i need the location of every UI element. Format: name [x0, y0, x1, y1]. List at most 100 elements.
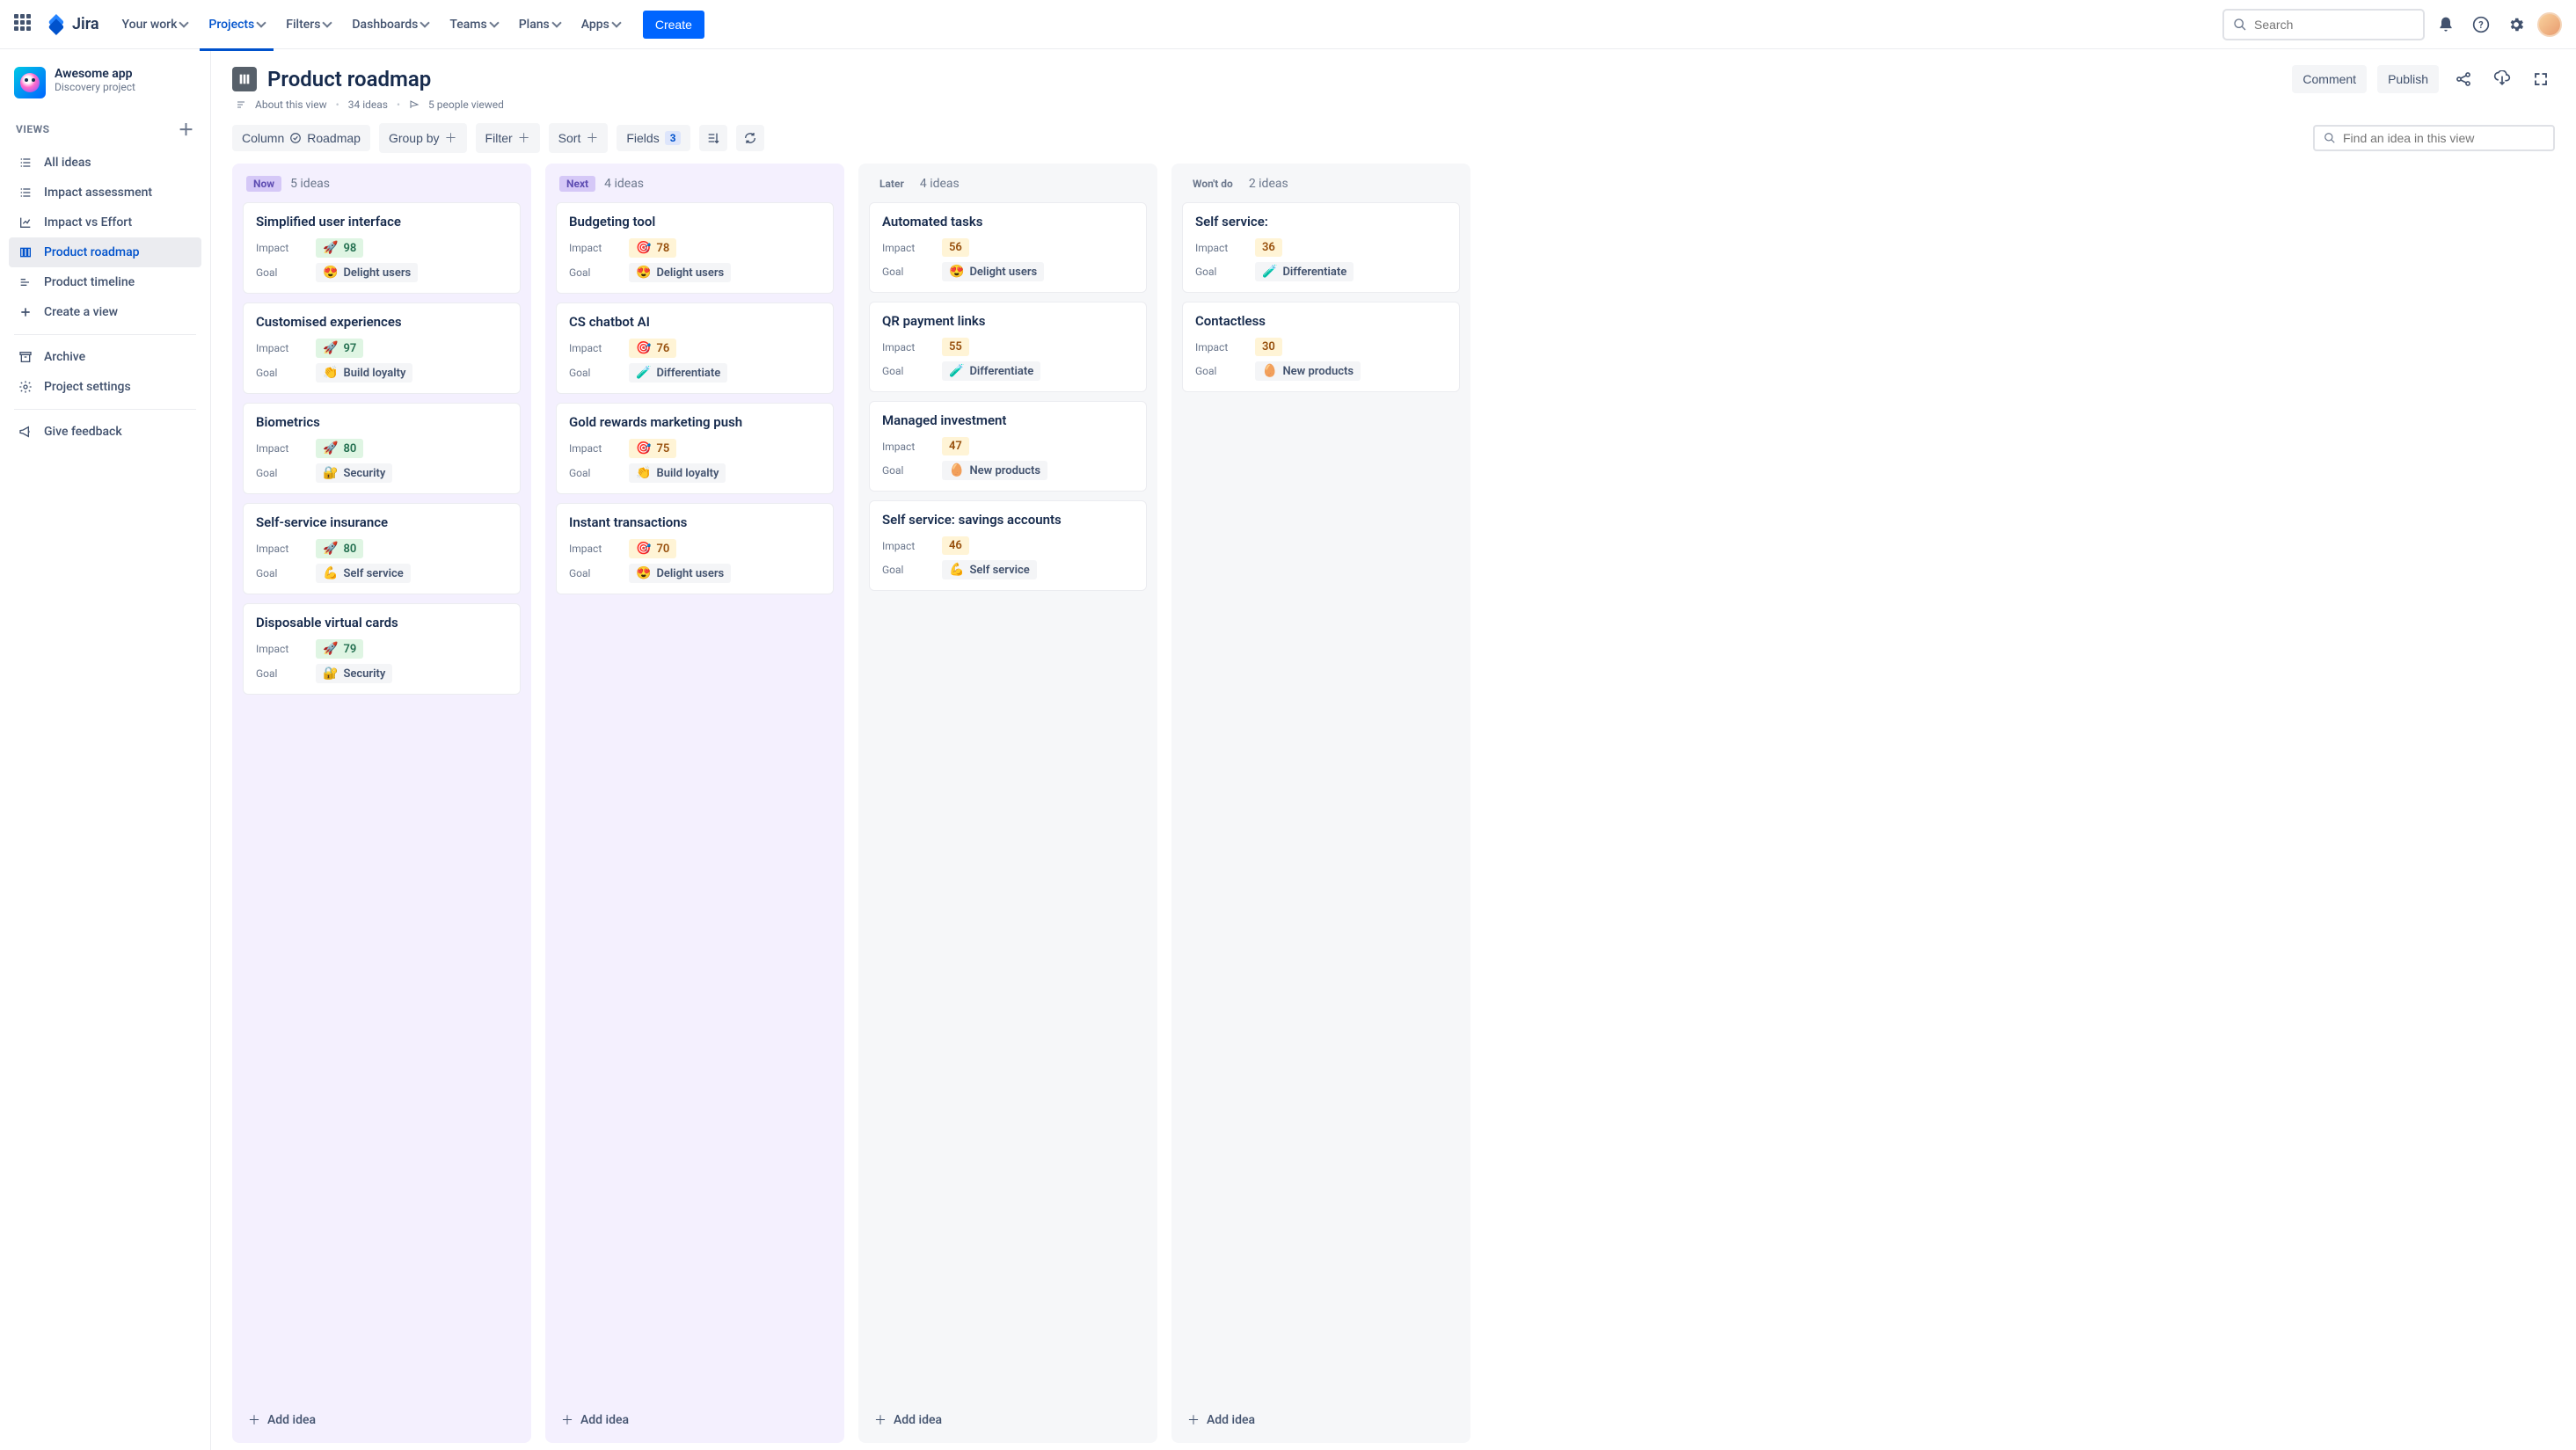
column-next: Next4 ideasBudgeting toolImpact🎯78Goal😍D… [545, 164, 844, 1443]
sidebar-settings-label: Project settings [44, 380, 131, 394]
plus-icon: ＋ [1187, 1411, 1200, 1429]
idea-card[interactable]: Self service:Impact36Goal🧪Differentiate [1182, 202, 1460, 293]
find-in-view[interactable] [2313, 125, 2555, 151]
idea-card[interactable]: Customised experiencesImpact🚀97Goal👏Buil… [243, 302, 521, 394]
goal-label: Goal [256, 367, 309, 379]
sidebar-project-settings[interactable]: Project settings [9, 372, 201, 402]
nav-your-work[interactable]: Your work [113, 11, 197, 39]
goal-value: 😍Delight users [629, 564, 731, 583]
add-idea-button[interactable]: ＋Add idea [556, 1403, 834, 1432]
impact-label: Impact [569, 242, 622, 254]
column-wont: Won't do2 ideasSelf service:Impact36Goal… [1171, 164, 1470, 1443]
view-type-icon [232, 67, 257, 91]
idea-card[interactable]: Simplified user interfaceImpact🚀98Goal😍D… [243, 202, 521, 294]
plus-icon: ＋ [561, 1411, 573, 1429]
goal-label: Goal [256, 266, 309, 279]
idea-card[interactable]: Gold rewards marketing pushImpact🎯75Goal… [556, 403, 834, 494]
people-viewed[interactable]: 5 people viewed [428, 98, 504, 111]
column-selector[interactable]: Column Roadmap [232, 125, 370, 151]
about-view-link[interactable]: About this view [255, 98, 327, 111]
idea-card[interactable]: Self service: savings accountsImpact46Go… [869, 500, 1147, 591]
idea-card[interactable]: Instant transactionsImpact🎯70Goal😍Deligh… [556, 503, 834, 594]
nav-dashboards[interactable]: Dashboards [343, 11, 437, 39]
impact-value: 55 [942, 338, 969, 356]
user-avatar[interactable] [2537, 12, 2562, 37]
goal-value: 🔐Security [316, 664, 392, 683]
format-button[interactable] [699, 125, 727, 151]
project-name: Awesome app [55, 67, 135, 81]
impact-value: 🎯76 [629, 339, 676, 358]
sidebar-view-product-timeline[interactable]: Product timeline [9, 267, 201, 297]
impact-value: 🚀80 [316, 539, 363, 558]
find-input[interactable] [2343, 131, 2544, 145]
add-idea-button[interactable]: ＋Add idea [1182, 1403, 1460, 1432]
jira-logo[interactable]: Jira [46, 14, 99, 35]
idea-card[interactable]: Self-service insuranceImpact🚀80Goal💪Self… [243, 503, 521, 594]
project-icon [14, 67, 46, 98]
nav-filters[interactable]: Filters [277, 11, 339, 39]
idea-title: CS chatbot AI [569, 314, 821, 330]
idea-card[interactable]: Automated tasksImpact56Goal😍Delight user… [869, 202, 1147, 293]
idea-card[interactable]: QR payment linksImpact55Goal🧪Differentia… [869, 302, 1147, 392]
search-icon [2233, 18, 2247, 32]
sidebar-view-product-roadmap[interactable]: Product roadmap [9, 237, 201, 267]
idea-card[interactable]: Managed investmentImpact47Goal🥚New produ… [869, 401, 1147, 492]
group-by-button[interactable]: Group by＋ [379, 123, 467, 153]
chevron-down-icon [179, 18, 189, 27]
notifications-icon[interactable] [2432, 11, 2460, 39]
megaphone-icon [18, 424, 33, 440]
refresh-button[interactable] [736, 125, 764, 151]
nav-plans[interactable]: Plans [510, 11, 569, 39]
svg-text:?: ? [2478, 19, 2483, 31]
share-icon[interactable] [2449, 65, 2477, 93]
goal-label: Goal [569, 367, 622, 379]
fullscreen-icon[interactable] [2527, 65, 2555, 93]
idea-title: Biometrics [256, 414, 507, 430]
add-view-icon[interactable]: ＋ [179, 118, 195, 141]
sidebar-view-all-ideas[interactable]: All ideas [9, 148, 201, 178]
publish-button[interactable]: Publish [2377, 65, 2439, 93]
idea-card[interactable]: BiometricsImpact🚀80Goal🔐Security [243, 403, 521, 494]
goal-value: 🔐Security [316, 463, 392, 483]
sidebar-feedback[interactable]: Give feedback [9, 417, 201, 447]
sidebar-archive[interactable]: Archive [9, 342, 201, 372]
impact-value: 47 [942, 437, 969, 455]
list-icon [18, 185, 33, 200]
idea-card[interactable]: ContactlessImpact30Goal🥚New products [1182, 302, 1460, 392]
idea-title: Self service: savings accounts [882, 512, 1134, 528]
nav-apps[interactable]: Apps [573, 11, 629, 39]
sidebar-view-impact-vs-effort[interactable]: Impact vs Effort [9, 208, 201, 237]
nav-teams[interactable]: Teams [441, 11, 506, 39]
add-idea-button[interactable]: ＋Add idea [243, 1403, 521, 1432]
add-idea-button[interactable]: ＋Add idea [869, 1403, 1147, 1432]
comment-button[interactable]: Comment [2292, 65, 2367, 93]
global-search[interactable] [2222, 9, 2425, 40]
sidebar-view-label: Create a view [44, 305, 118, 319]
help-icon[interactable]: ? [2467, 11, 2495, 39]
sort-button[interactable]: Sort＋ [549, 123, 609, 153]
fields-button[interactable]: Fields3 [617, 125, 690, 151]
app-switcher-icon[interactable] [14, 14, 35, 35]
column-tag: Next [559, 176, 595, 192]
impact-value: 🚀79 [316, 639, 363, 659]
column-cards: Automated tasksImpact56Goal😍Delight user… [869, 202, 1147, 1399]
project-header[interactable]: Awesome app Discovery project [9, 67, 201, 98]
settings-icon[interactable] [2502, 11, 2530, 39]
impact-value: 56 [942, 238, 969, 257]
sidebar-view-create-a-view[interactable]: Create a view [9, 297, 201, 327]
idea-card[interactable]: Budgeting toolImpact🎯78Goal😍Delight user… [556, 202, 834, 294]
search-input[interactable] [2254, 18, 2414, 32]
sidebar-view-impact-assessment[interactable]: Impact assessment [9, 178, 201, 208]
nav-projects[interactable]: Projects [200, 11, 274, 39]
create-button[interactable]: Create [643, 11, 704, 39]
filter-button[interactable]: Filter＋ [476, 123, 540, 153]
idea-card[interactable]: CS chatbot AIImpact🎯76Goal🧪Differentiate [556, 302, 834, 394]
idea-title: Self service: [1195, 214, 1447, 230]
idea-card[interactable]: Disposable virtual cardsImpact🚀79Goal🔐Se… [243, 603, 521, 695]
export-icon[interactable] [2488, 65, 2516, 93]
search-icon [2324, 132, 2336, 144]
sidebar-view-label: Product timeline [44, 275, 135, 289]
impact-label: Impact [256, 242, 309, 254]
top-nav: Jira Your workProjectsFiltersDashboardsT… [0, 0, 2576, 49]
nav-links: Your workProjectsFiltersDashboardsTeamsP… [113, 11, 629, 39]
